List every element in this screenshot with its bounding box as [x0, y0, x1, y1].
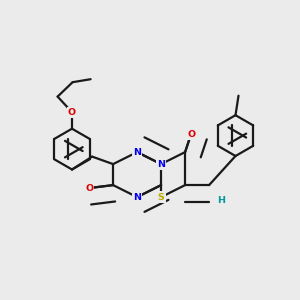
Text: N: N	[133, 148, 141, 157]
Text: S: S	[158, 193, 164, 202]
Text: N: N	[157, 160, 165, 169]
Text: O: O	[85, 184, 93, 193]
Text: N: N	[133, 193, 141, 202]
Text: O: O	[68, 108, 76, 117]
Text: O: O	[187, 130, 195, 139]
Text: H: H	[217, 196, 225, 205]
